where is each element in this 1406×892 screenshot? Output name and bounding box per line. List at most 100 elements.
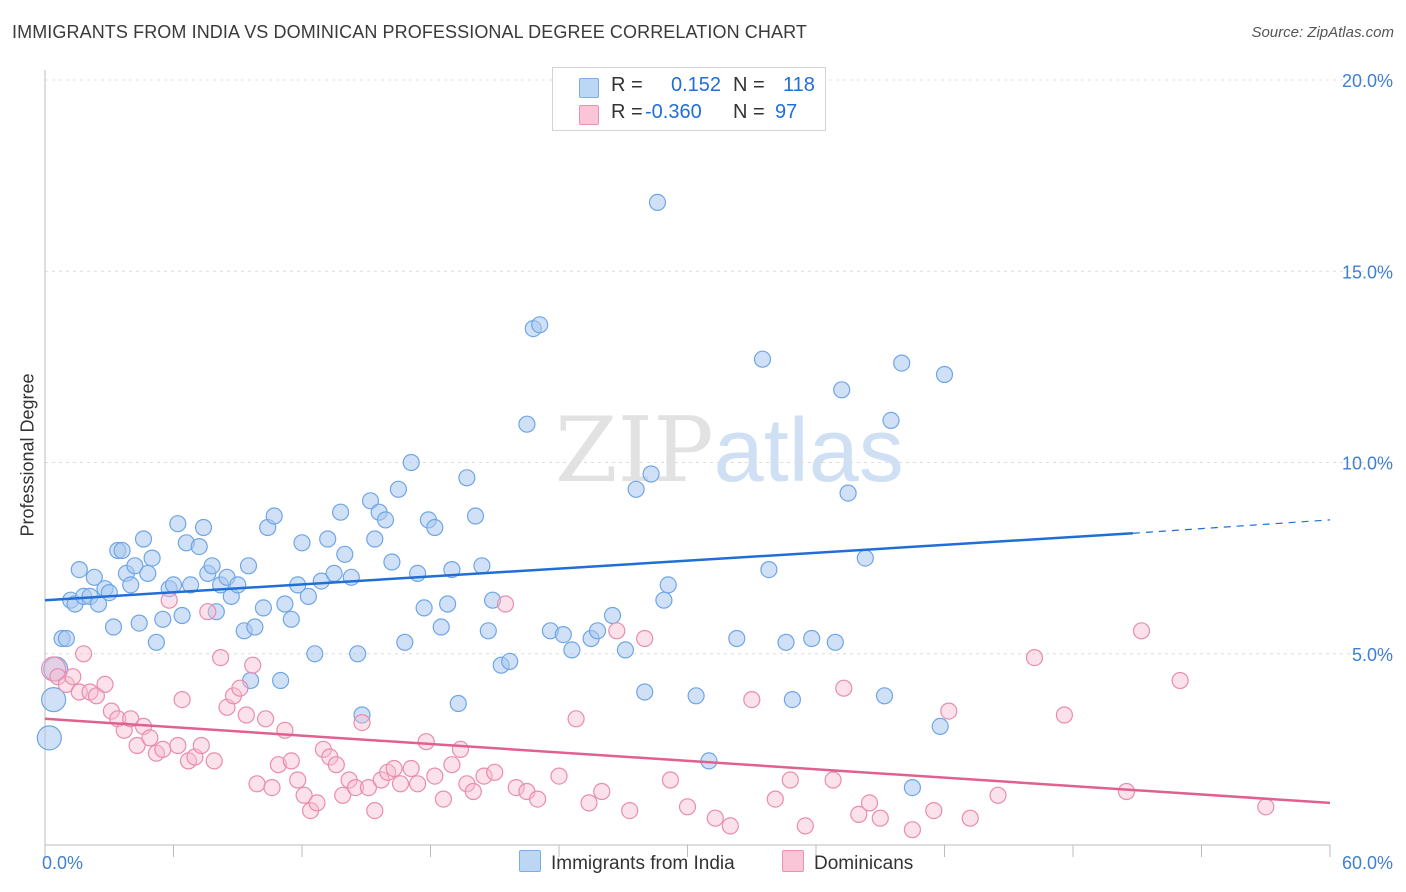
india-point [85, 568, 103, 586]
india-point [389, 480, 407, 498]
dominican-point [282, 752, 300, 770]
india-point [563, 641, 581, 659]
dominican-point [860, 794, 879, 812]
india-point [130, 614, 148, 632]
india-point [479, 622, 497, 640]
india-point [383, 553, 401, 571]
india-point [473, 557, 491, 575]
dominican-point [353, 713, 371, 732]
bottom-legend-label-dominican: Dominicans [814, 853, 914, 874]
dominican-point [154, 740, 172, 759]
india-point [36, 725, 62, 751]
correlation-legend: R = 0.152 N = 118 R = -0.360 N = 97 [552, 67, 826, 131]
x-tick-label: 0.0% [42, 853, 83, 873]
india-point [501, 652, 519, 671]
india-point [518, 415, 536, 433]
dominican-point [402, 759, 420, 778]
india-point [293, 534, 311, 552]
dominican-point [244, 656, 262, 674]
india-point [143, 549, 161, 567]
bottom-legend-india: Immigrants from India [519, 850, 735, 875]
dominican-point [796, 817, 814, 835]
bottom-legend-swatch-india [519, 850, 541, 872]
india-point [636, 683, 654, 701]
y-tick-label: 5.0% [1352, 645, 1393, 665]
india-point [325, 564, 343, 583]
india-point [432, 618, 450, 636]
india-point [875, 687, 894, 705]
dominican-point [122, 710, 140, 728]
dominican-point [74, 645, 93, 663]
dominican-point [212, 648, 230, 667]
y-axis-label: Professional Degree [17, 373, 38, 537]
x-tick-label: 60.0% [1342, 853, 1393, 873]
dominican-point [434, 790, 452, 808]
dominican-point [295, 786, 313, 804]
legend-n-value: 97 [775, 101, 798, 123]
dominican-point [263, 778, 281, 797]
legend-swatch-india [579, 78, 599, 98]
india-trend-extension [1132, 519, 1331, 534]
dominican-point [989, 786, 1007, 804]
dominican-point [231, 679, 249, 697]
india-point [203, 557, 221, 575]
dominican-point [334, 786, 352, 804]
india-point [728, 629, 746, 648]
dominican-point [903, 821, 922, 839]
dominican-point [289, 771, 307, 789]
dominican-point [409, 775, 427, 793]
dominican-point [87, 687, 106, 705]
india-point [833, 381, 851, 399]
india-point [655, 591, 673, 609]
dominican-point [391, 775, 410, 793]
dominican-point [359, 778, 377, 797]
dominican-point [269, 756, 287, 774]
dominican-point [160, 591, 178, 609]
dominican-point [567, 710, 585, 728]
dominican-point [507, 778, 525, 797]
dominican-point [205, 752, 223, 770]
dominican-point [781, 771, 799, 789]
india-point [134, 530, 153, 548]
india-point [229, 576, 247, 594]
dominican-point [721, 817, 739, 835]
legend-n-label: N = [733, 101, 765, 123]
dominican-point [237, 706, 255, 724]
dominican-point [835, 679, 853, 697]
dominican-point [766, 790, 784, 808]
india-point [332, 503, 350, 521]
dominican-point [593, 782, 611, 801]
india-point [588, 622, 607, 640]
dominican-point [550, 767, 568, 785]
legend-n-label: N = [733, 74, 765, 96]
dominican-point [636, 629, 654, 648]
india-point [458, 469, 476, 487]
india-point [931, 717, 949, 736]
dominican-point [464, 782, 482, 801]
india-point [760, 560, 778, 579]
india-point [484, 591, 502, 609]
india-point [439, 595, 457, 613]
dominican-point [199, 603, 217, 621]
india-point [642, 465, 660, 483]
india-point [415, 599, 433, 617]
india-point [70, 560, 88, 579]
india-point [319, 530, 337, 548]
dominican-point [486, 763, 504, 781]
dominican-point [1171, 671, 1189, 690]
india-point [402, 453, 420, 472]
bottom-legend-label-india: Immigrants from India [551, 853, 735, 874]
india-point [276, 595, 294, 613]
india-point [349, 645, 367, 663]
india-point [409, 564, 427, 583]
bottom-legend-swatch-dominican [782, 850, 804, 872]
dominican-point [940, 702, 958, 720]
india-point [466, 507, 485, 525]
source-label: Source: ZipAtlas.com [1251, 24, 1394, 41]
dominican-point [1132, 622, 1151, 640]
india-point [783, 690, 802, 709]
india-point [935, 365, 954, 384]
india-trend-line [44, 532, 1134, 602]
india-point [826, 633, 844, 651]
dominican-point [528, 790, 547, 808]
